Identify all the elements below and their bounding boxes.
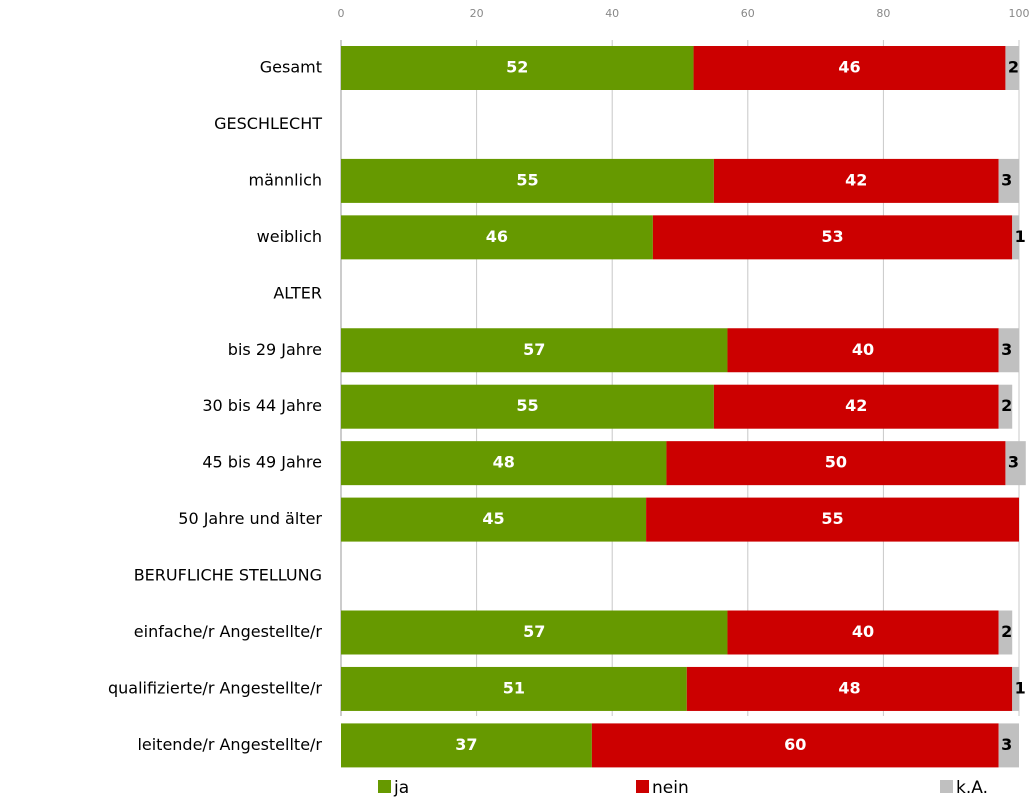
bar-segment [998,384,1013,429]
bar-segment [713,384,999,429]
value-label: 55 [821,509,843,528]
legend-swatch [940,780,953,793]
bar-segment [666,441,1006,486]
y-tick-label: GESCHLECHT [214,114,322,133]
value-label: 60 [784,735,806,754]
value-label: 40 [852,622,874,641]
value-label: 40 [852,340,874,359]
legend-label: nein [652,778,689,798]
bar-segment [341,666,687,711]
value-label: 52 [506,58,528,77]
bar-segment [646,497,1019,542]
y-tick-label: Gesamt [260,58,322,77]
bar-segment [998,610,1013,655]
bar-segment [341,497,647,542]
legend-label: ja [393,778,409,798]
bar-segment [727,610,999,655]
value-label: 50 [825,453,847,472]
bar-segment [1005,441,1026,486]
value-label: 46 [486,227,508,246]
value-label: 57 [523,622,545,641]
bar-segment [591,723,999,768]
value-label: 3 [1001,735,1012,754]
bar-segment [341,158,714,203]
value-label: 3 [1008,453,1019,472]
value-label: 55 [516,170,538,189]
value-label: 42 [845,170,867,189]
bar-segment [727,328,999,373]
x-tick-label: 40 [605,7,619,20]
bar-segment [998,158,1019,203]
y-tick-label: männlich [249,170,323,189]
x-tick-label: 0 [338,7,345,20]
legend-label: k.A. [956,778,988,798]
bar-segment [341,384,714,429]
x-tick-label: 20 [470,7,484,20]
y-tick-label: einfache/r Angestellte/r [134,622,323,641]
value-label: 2 [1001,622,1012,641]
x-tick-label: 80 [876,7,890,20]
y-tick-label: weiblich [257,227,322,246]
bar-segment [341,328,728,373]
bar-segment [713,158,999,203]
value-label: 45 [482,509,504,528]
y-tick-label: 30 bis 44 Jahre [202,396,322,415]
bar-segment [693,46,1006,90]
bar-segment [652,215,1013,260]
bar-segment [1005,46,1019,90]
value-label: 48 [493,453,515,472]
value-label: 2 [1008,58,1019,77]
bar-segment [341,215,653,260]
bar-segment [341,46,694,90]
bar-segment [341,723,592,768]
value-label: 3 [1001,170,1012,189]
value-label: 51 [503,678,525,697]
bar-segment [341,610,728,655]
value-label: 3 [1001,340,1012,359]
y-tick-label: 45 bis 49 Jahre [202,453,322,472]
value-label: 48 [838,678,860,697]
bar-segment [341,441,667,486]
value-label: 57 [523,340,545,359]
value-label: 55 [516,396,538,415]
y-tick-label: BERUFLICHE STELLUNG [134,566,322,585]
bar-segment [1012,666,1019,711]
y-tick-label: bis 29 Jahre [228,340,322,359]
value-label: 37 [455,735,477,754]
value-label: 1 [1015,678,1026,697]
y-tick-label: ALTER [273,283,322,302]
value-label: 46 [838,58,860,77]
bar-segment [686,666,1013,711]
y-tick-label: leitende/r Angestellte/r [137,735,322,754]
value-label: 42 [845,396,867,415]
value-label: 2 [1001,396,1012,415]
legend-swatch [378,780,391,793]
y-tick-label: qualifizierte/r Angestellte/r [108,678,322,697]
x-tick-label: 100 [1009,7,1030,20]
y-tick-label: 50 Jahre und älter [178,509,322,528]
bar-segment [998,328,1019,373]
x-tick-label: 60 [741,7,755,20]
bar-segment [998,723,1019,768]
value-label: 53 [821,227,843,246]
value-label: 1 [1015,227,1026,246]
legend-swatch [636,780,649,793]
bar-segment [1012,215,1019,260]
